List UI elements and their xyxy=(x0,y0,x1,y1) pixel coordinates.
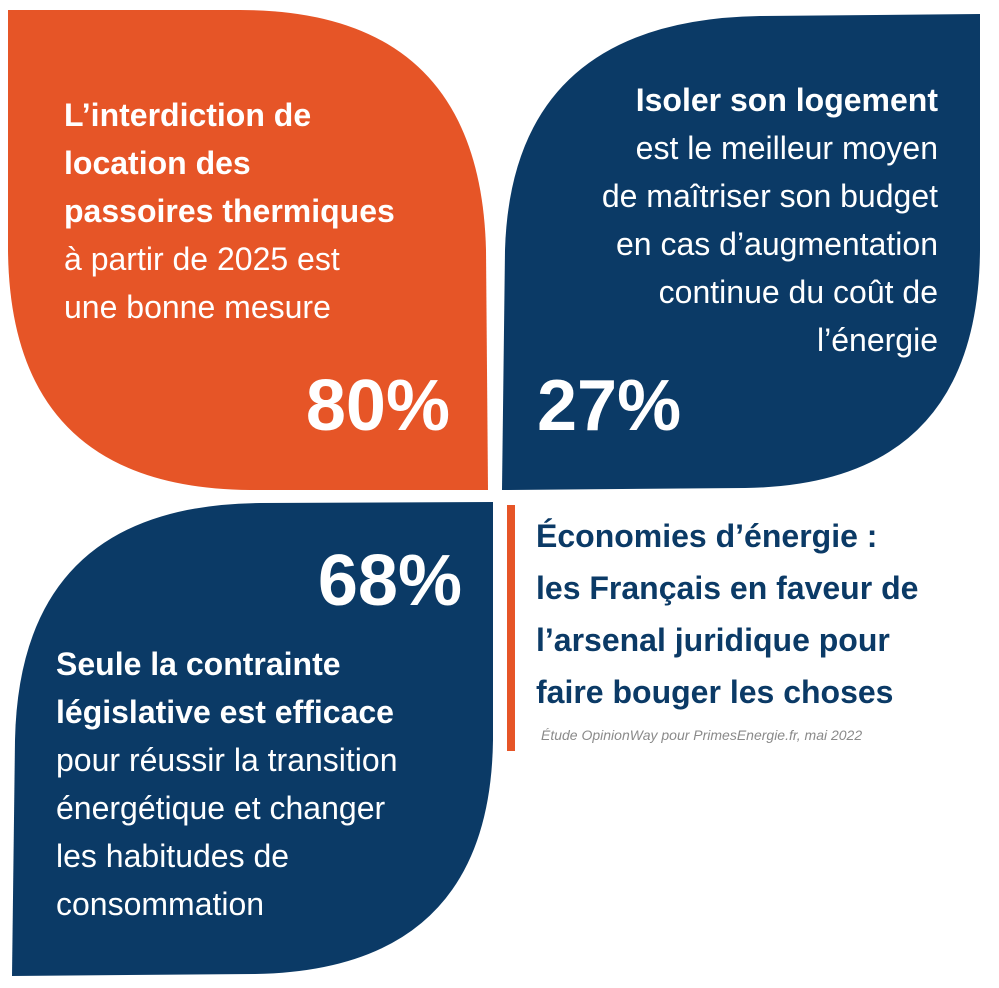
petal-bottom-left-line: énergétique et changer xyxy=(56,790,386,826)
petal-bottom-left-bold-line: législative est efficace xyxy=(56,694,394,730)
petal-bottom-left-text: Seule la contrainte législative est effi… xyxy=(56,640,486,928)
headline-line: l’arsenal juridique pour xyxy=(536,622,890,658)
petal-top-right-line: est le meilleur moyen xyxy=(635,130,938,166)
petal-top-left-percent: 80% xyxy=(305,366,450,446)
petal-top-right-line: continue du coût de xyxy=(658,274,938,310)
headline-line: les Français en faveur de xyxy=(536,570,919,606)
petal-top-right-shape xyxy=(502,14,980,490)
petal-bottom-left-line: les habitudes de xyxy=(56,838,290,874)
petal-bottom-left-line: pour réussir la transition xyxy=(56,742,398,778)
petal-top-right-line: l’énergie xyxy=(817,322,938,358)
petal-top-right-percent: 27% xyxy=(537,366,682,446)
petal-bottom-left-percent: 68% xyxy=(317,541,462,621)
petal-top-left-bold-line: L’interdiction de xyxy=(64,97,312,133)
petal-top-right-line: de maîtriser son budget xyxy=(601,178,938,214)
petal-top-left-line: une bonne mesure xyxy=(64,289,331,325)
petal-bottom-left-bold-line: Seule la contrainte xyxy=(56,646,341,682)
petal-top-right-line: en cas d’augmentation xyxy=(616,226,938,262)
petal-top-left-bold-line: passoires thermiques xyxy=(64,193,395,229)
headline-accent-bar xyxy=(507,505,515,751)
headline-line: faire bouger les choses xyxy=(536,674,894,710)
headline-line: Économies d’énergie : xyxy=(536,518,878,554)
petal-top-left-shape xyxy=(8,10,488,490)
headline: Économies d’énergie : les Français en fa… xyxy=(536,510,986,718)
petal-top-left-text: L’interdiction de location des passoires… xyxy=(64,91,464,331)
petal-top-right-bold-line: Isoler son logement xyxy=(635,82,938,118)
petal-bottom-left-line: consommation xyxy=(56,886,265,922)
petal-top-left-bold-line: location des xyxy=(64,145,251,181)
petal-top-right-text: Isoler son logement est le meilleur moye… xyxy=(520,76,938,364)
petal-bottom-left-shape xyxy=(12,502,493,976)
source-note: Étude OpinionWay pour PrimesEnergie.fr, … xyxy=(541,727,863,743)
petal-top-left-line: à partir de 2025 est xyxy=(64,241,340,277)
